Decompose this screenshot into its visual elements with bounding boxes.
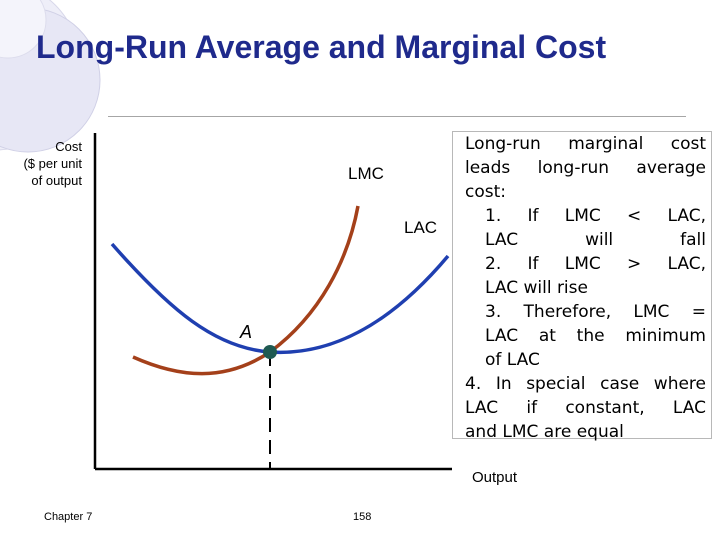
notes-line: LAC will fall xyxy=(485,230,706,250)
notes-line: 4. In special case where xyxy=(465,374,706,394)
notes-line: leads long-run average xyxy=(465,158,706,178)
notes-line: 2. If LMC > LAC, xyxy=(485,254,706,274)
x-axis-label: Output xyxy=(472,469,518,486)
page-number: 158 xyxy=(353,511,372,523)
notes-line: cost: xyxy=(465,182,506,202)
explanation-box: Long-run marginal cost leads long-run av… xyxy=(452,131,712,442)
slide-title: Long-Run Average and Marginal Cost xyxy=(36,29,607,65)
notes-line: LAC will rise xyxy=(485,278,588,298)
chapter-label: Chapter 7 xyxy=(44,511,93,523)
notes-line: Long-run marginal cost xyxy=(465,134,706,154)
notes-line: LAC if constant, LAC xyxy=(465,398,706,418)
y-axis-label: Cost ($ per unit of output xyxy=(23,139,82,188)
notes-line: of LAC xyxy=(485,350,540,370)
notes-line: LAC at the minimum xyxy=(485,326,706,346)
notes-line: 3. Therefore, LMC = xyxy=(485,302,706,322)
notes-line: and LMC are equal xyxy=(465,422,624,442)
notes-line: 1. If LMC < LAC, xyxy=(485,206,706,226)
lmc-label: LMC xyxy=(348,164,384,183)
lac-curve xyxy=(110,242,450,355)
point-a-label: A xyxy=(240,322,253,342)
point-a-marker xyxy=(263,345,277,359)
title-divider xyxy=(108,116,686,117)
lac-label: LAC xyxy=(404,218,438,237)
